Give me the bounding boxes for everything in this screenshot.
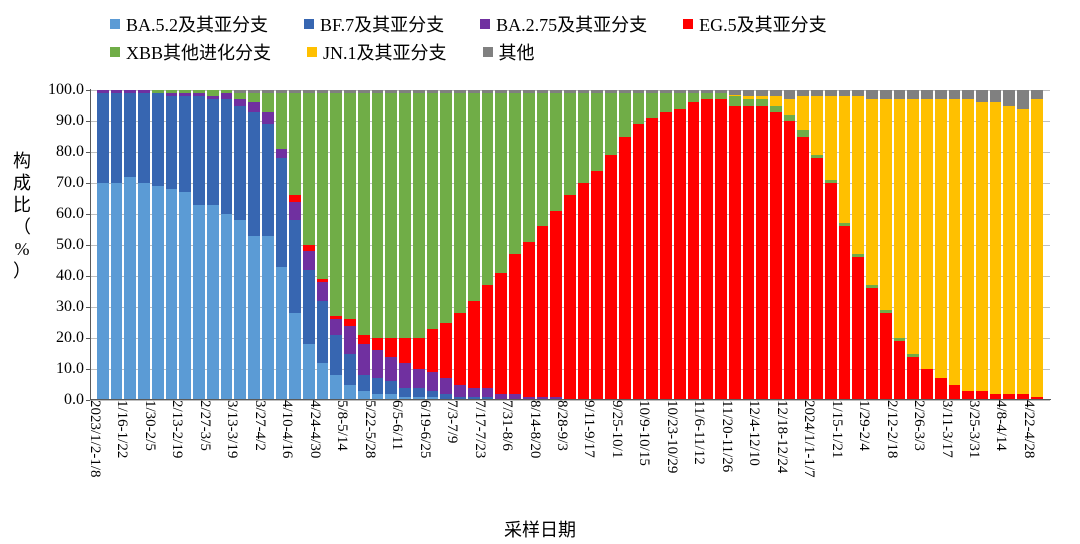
x-tick-label: 1/16-1/22 xyxy=(113,400,130,458)
x-tick-label: 2/13-2/19 xyxy=(168,400,185,458)
x-tick-label: 1/30-2/5 xyxy=(141,400,158,451)
x-tick-label: 4/8-4/14 xyxy=(992,400,1009,451)
legend-item: XBB其他进化分支 xyxy=(110,38,271,66)
x-tick-label: 9/11-9/17 xyxy=(580,400,597,458)
x-tick-label: 12/4-12/10 xyxy=(745,400,762,466)
y-tick-label: 20.0 xyxy=(34,329,90,347)
x-tick-label: 5/22-5/28 xyxy=(361,400,378,458)
legend-label: 其他 xyxy=(499,39,535,65)
legend-item: EG.5及其亚分支 xyxy=(683,10,827,38)
y-tick-label: 0.0 xyxy=(34,391,90,409)
y-tick-label: 40.0 xyxy=(34,267,90,285)
stacked-bar-chart: BA.5.2及其亚分支 BF.7及其亚分支 BA.2.75及其亚分支 EG.5及其亚分… xyxy=(0,0,1080,544)
x-tick-label: 3/11-3/17 xyxy=(938,400,955,458)
x-tick-label: 6/5-6/11 xyxy=(388,400,405,450)
x-tick-label: 12/18-12/24 xyxy=(773,400,790,473)
x-tick-label: 4/22-4/28 xyxy=(1020,400,1037,458)
y-tick-label: 80.0 xyxy=(34,143,90,161)
legend: BA.5.2及其亚分支 BF.7及其亚分支 BA.2.75及其亚分支 EG.5及其亚分… xyxy=(110,0,1010,90)
legend-swatch xyxy=(304,19,314,29)
x-tick-label: 4/24-4/30 xyxy=(306,400,323,458)
legend-swatch xyxy=(483,47,493,57)
x-tick-label: 11/20-11/26 xyxy=(718,400,735,472)
legend-swatch xyxy=(480,19,490,29)
legend-swatch xyxy=(683,19,693,29)
y-tick-label: 70.0 xyxy=(34,174,90,192)
legend-label: BA.5.2及其亚分支 xyxy=(126,11,268,37)
x-tick-label: 2023/1/2-1/8 xyxy=(86,400,103,478)
x-tick-label: 8/28-9/3 xyxy=(553,400,570,451)
axis-border xyxy=(90,89,1051,400)
x-tick-label: 7/3-7/9 xyxy=(443,400,460,443)
legend-item: 其他 xyxy=(483,38,535,66)
y-tick-label: 90.0 xyxy=(34,112,90,130)
y-tick-label: 30.0 xyxy=(34,298,90,316)
legend-label: EG.5及其亚分支 xyxy=(699,11,827,37)
x-tick-label: 5/8-5/14 xyxy=(333,400,350,451)
legend-label: BA.2.75及其亚分支 xyxy=(496,11,647,37)
legend-label: BF.7及其亚分支 xyxy=(320,11,444,37)
x-tick-label: 2/26-3/3 xyxy=(910,400,927,451)
x-axis-label: 采样日期 xyxy=(0,516,1080,542)
x-tick-label: 3/25-3/31 xyxy=(965,400,982,458)
legend-item: BA.2.75及其亚分支 xyxy=(480,10,647,38)
legend-item: BA.5.2及其亚分支 xyxy=(110,10,268,38)
x-tick-label: 6/19-6/25 xyxy=(416,400,433,458)
x-tick-label: 3/13-3/19 xyxy=(223,400,240,458)
y-tick-label: 50.0 xyxy=(34,236,90,254)
legend-label: JN.1及其亚分支 xyxy=(323,39,447,65)
x-tick-label: 10/9-10/15 xyxy=(635,400,652,466)
x-tick-label: 1/15-1/21 xyxy=(828,400,845,458)
x-tick-label: 3/27-4/2 xyxy=(251,400,268,451)
x-tick-label: 2024/1/1-1/7 xyxy=(800,400,817,478)
legend-swatch xyxy=(110,47,120,57)
legend-swatch xyxy=(110,19,120,29)
y-tick-label: 60.0 xyxy=(34,205,90,223)
x-tick-label: 7/17-7/23 xyxy=(471,400,488,458)
x-tick-label: 2/27-3/5 xyxy=(196,400,213,451)
plot-area: 0.010.020.030.040.050.060.070.080.090.01… xyxy=(90,90,1050,400)
x-tick-label: 4/10-4/16 xyxy=(278,400,295,458)
y-tick-label: 100.0 xyxy=(34,81,90,99)
legend-swatch xyxy=(307,47,317,57)
x-tick-label: 7/31-8/6 xyxy=(498,400,515,451)
x-tick-label: 10/23-10/29 xyxy=(663,400,680,473)
legend-item: JN.1及其亚分支 xyxy=(307,38,447,66)
y-tick-label: 10.0 xyxy=(34,360,90,378)
legend-item: BF.7及其亚分支 xyxy=(304,10,444,38)
legend-label: XBB其他进化分支 xyxy=(126,39,271,65)
y-axis-label: 构 成 比 （ % ） xyxy=(10,150,34,282)
x-tick-label: 2/12-2/18 xyxy=(883,400,900,458)
x-tick-label: 9/25-10/1 xyxy=(608,400,625,458)
x-tick-label: 1/29-2/4 xyxy=(855,400,872,451)
x-tick-label: 8/14-8/20 xyxy=(526,400,543,458)
x-tick-label: 11/6-11/12 xyxy=(690,400,707,465)
